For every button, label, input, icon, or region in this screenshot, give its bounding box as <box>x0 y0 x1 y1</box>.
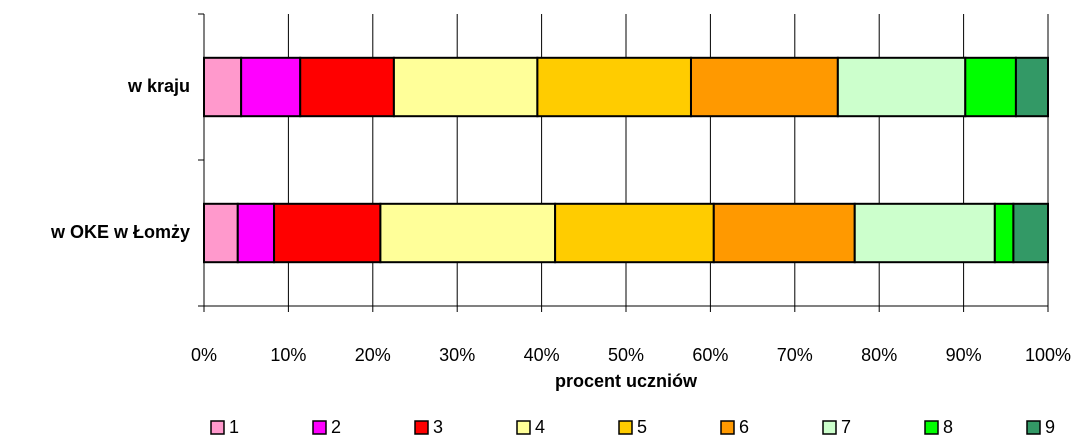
y-tick-label: w kraju <box>127 76 190 96</box>
bar-segment <box>1014 56 1049 118</box>
bar-segment <box>993 202 1015 264</box>
legend-swatch <box>516 420 531 435</box>
legend-swatch <box>924 420 939 435</box>
legend-label: 2 <box>331 417 341 437</box>
legend-label: 1 <box>229 417 239 437</box>
bar-segment <box>554 202 715 264</box>
bar-segment <box>203 202 239 264</box>
x-tick-label: 10% <box>270 345 306 365</box>
legend-label: 7 <box>841 417 851 437</box>
legend-label: 6 <box>739 417 749 437</box>
x-tick-label: 70% <box>777 345 813 365</box>
x-tick-label: 50% <box>608 345 644 365</box>
bar-segment <box>689 56 839 118</box>
bar-segment <box>964 56 1017 118</box>
legend-label: 9 <box>1045 417 1055 437</box>
x-tick-label: 80% <box>861 345 897 365</box>
bar-segment <box>299 56 395 118</box>
x-tick-label: 30% <box>439 345 475 365</box>
x-tick-label: 60% <box>692 345 728 365</box>
bar-segment <box>273 202 382 264</box>
x-tick-label: 40% <box>524 345 560 365</box>
y-tick-label: w OKE w Łomży <box>50 222 190 242</box>
x-tick-label: 90% <box>946 345 982 365</box>
bar-segment <box>536 56 692 118</box>
bar-segment <box>853 202 996 264</box>
legend-label: 8 <box>943 417 953 437</box>
x-tick-label: 0% <box>191 345 217 365</box>
legend-swatch <box>822 420 837 435</box>
bar-segment <box>240 56 302 118</box>
x-tick-label: 100% <box>1025 345 1071 365</box>
legend-swatch <box>1026 420 1041 435</box>
bar-segment <box>203 56 243 118</box>
bar-segment <box>712 202 856 264</box>
legend-label: 3 <box>433 417 443 437</box>
legend-swatch <box>414 420 429 435</box>
legend-label: 4 <box>535 417 545 437</box>
bar-segment <box>379 202 557 264</box>
legend-label: 5 <box>637 417 647 437</box>
legend-swatch <box>210 420 225 435</box>
bar-segment <box>1012 202 1049 264</box>
bar-segment <box>392 56 539 118</box>
bar-segment <box>236 202 276 264</box>
legend-swatch <box>720 420 735 435</box>
x-axis-title: procent uczniów <box>555 371 698 391</box>
x-tick-label: 20% <box>355 345 391 365</box>
legend-swatch <box>618 420 633 435</box>
bar-segment <box>836 56 967 118</box>
legend-swatch <box>312 420 327 435</box>
